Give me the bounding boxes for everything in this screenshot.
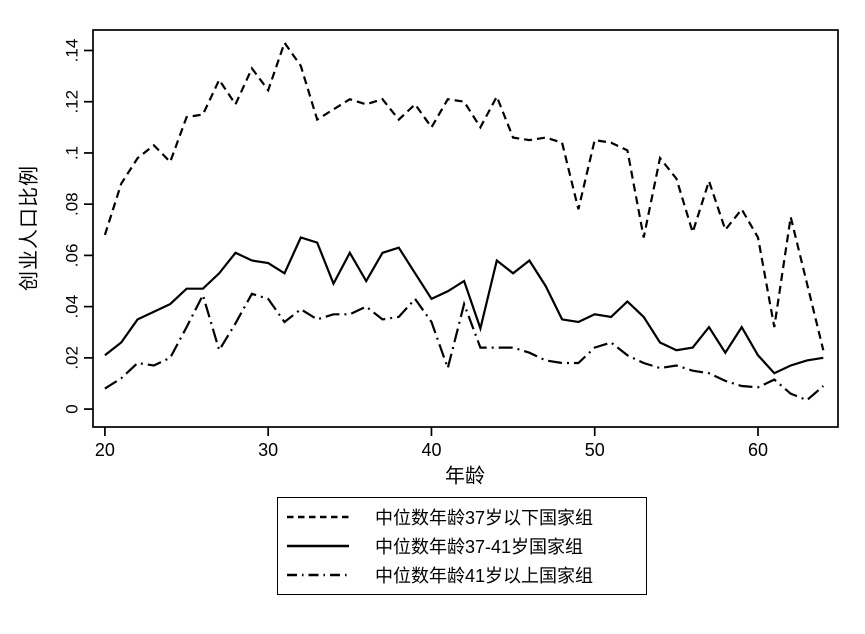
legend-line-sample-dashdot	[287, 574, 349, 577]
y-tick-label: .08	[62, 192, 81, 216]
x-tick-label: 40	[421, 440, 441, 460]
y-tick-label: .12	[62, 90, 81, 114]
series-line-solid	[104, 236, 824, 375]
legend-line-sample-solid	[287, 544, 349, 548]
legend-item: 中位数年龄37岁以下国家组	[278, 502, 646, 531]
x-tick-label: 20	[95, 440, 115, 460]
legend-item: 中位数年龄37-41岁国家组	[278, 531, 646, 560]
legend-label: 中位数年龄37岁以下国家组	[375, 507, 594, 528]
y-tick-label: .04	[62, 295, 81, 319]
legend-line-sample-dashed	[287, 515, 349, 518]
legend-label: 中位数年龄37-41岁国家组	[375, 536, 584, 557]
x-tick-label: 60	[748, 440, 768, 460]
y-tick-label: 0	[62, 404, 81, 413]
plot-frame	[92, 29, 839, 428]
x-tick-label: 50	[585, 440, 605, 460]
legend-label: 中位数年龄41岁以上国家组	[375, 566, 594, 587]
series-line-dashdot	[104, 292, 825, 402]
y-tick-label: .06	[62, 244, 81, 268]
legend: 中位数年龄37岁以下国家组 中位数年龄37-41岁国家组 中位数年龄41岁以上国…	[277, 497, 647, 595]
y-tick-label: .1	[62, 146, 81, 160]
x-tick-label: 30	[258, 440, 278, 460]
series-line-dashed	[103, 40, 825, 351]
y-tick-label: .14	[62, 39, 81, 63]
x-axis-title: 年龄	[445, 465, 485, 488]
y-axis-title: 创业人口比例	[18, 165, 41, 291]
y-tick-label: .02	[62, 346, 81, 370]
legend-item: 中位数年龄41岁以上国家组	[278, 561, 646, 590]
